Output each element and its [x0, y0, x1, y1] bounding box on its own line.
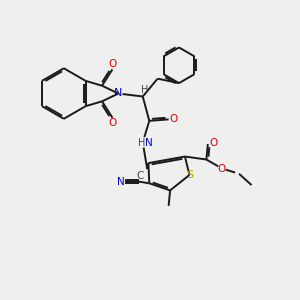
Text: S: S	[186, 170, 194, 180]
Text: O: O	[108, 59, 117, 69]
Text: O: O	[209, 139, 217, 148]
Text: N: N	[114, 88, 123, 98]
Text: O: O	[108, 118, 117, 128]
Text: C: C	[137, 171, 144, 181]
Text: H: H	[138, 138, 146, 148]
Text: H: H	[141, 85, 149, 95]
Text: N: N	[118, 176, 125, 187]
Text: O: O	[170, 114, 178, 124]
Text: N: N	[146, 138, 153, 148]
Text: O: O	[218, 164, 226, 174]
